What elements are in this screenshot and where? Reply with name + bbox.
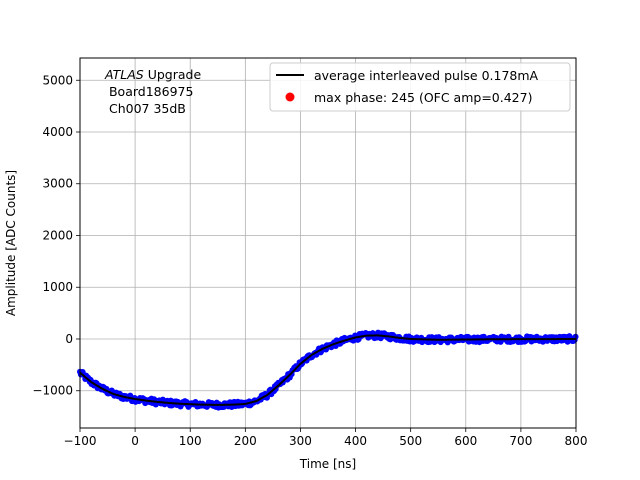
x-tick-label: 0 <box>131 434 139 448</box>
annotation-line-3: Ch007 35dB <box>105 101 186 116</box>
x-tick-label: 400 <box>344 434 367 448</box>
annotation-line-1: ATLAS Upgrade <box>104 67 201 82</box>
x-axis-label: Time [ns] <box>299 457 356 471</box>
legend-entry-average: average interleaved pulse 0.178mA <box>314 68 539 83</box>
y-axis-ticks: −1000 0 1000 2000 3000 4000 5000 <box>32 73 80 398</box>
y-tick-label: 4000 <box>42 125 73 139</box>
y-tick-label: 5000 <box>42 73 73 87</box>
x-tick-label: 700 <box>509 434 532 448</box>
x-tick-label: 800 <box>565 434 588 448</box>
atlas-annotation: ATLAS Upgrade Board186975 Ch007 35dB <box>104 67 201 116</box>
annotation-line-2: Board186975 <box>105 84 193 99</box>
x-tick-label: 600 <box>454 434 477 448</box>
average-pulse-line <box>79 334 577 406</box>
legend-box <box>269 62 571 112</box>
x-tick-label: 200 <box>234 434 257 448</box>
y-tick-label: 1000 <box>42 280 73 294</box>
y-axis-label: Amplitude [ADC Counts] <box>4 170 18 316</box>
x-axis-ticks: −100 0 100 200 300 400 500 600 700 800 <box>64 428 588 448</box>
y-tick-label: 0 <box>65 332 73 346</box>
annotation-atlas: ATLAS <box>104 67 144 82</box>
legend: average interleaved pulse 0.178mA max ph… <box>269 62 571 112</box>
x-tick-label: 100 <box>179 434 202 448</box>
legend-entry-max-phase: max phase: 245 (OFC amp=0.427) <box>314 90 532 105</box>
y-tick-label: −1000 <box>32 384 73 398</box>
x-tick-label: 300 <box>289 434 312 448</box>
y-tick-label: 2000 <box>42 228 73 242</box>
plot-frame <box>79 57 577 429</box>
x-tick-label: 500 <box>399 434 422 448</box>
x-tick-label: −100 <box>64 434 97 448</box>
legend-red-dot-swatch <box>285 92 295 102</box>
y-tick-label: 3000 <box>42 177 73 191</box>
annotation-upgrade: Upgrade <box>144 67 202 82</box>
